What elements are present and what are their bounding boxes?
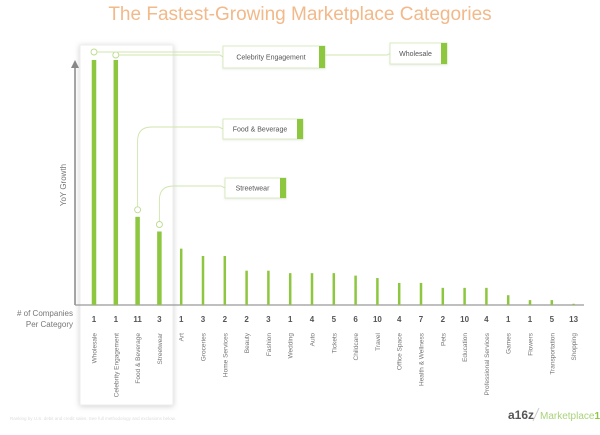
y-axis-label: YoY Growth [59, 164, 68, 206]
category-label: Pets [440, 332, 447, 346]
callout-connector [118, 54, 224, 58]
bar-travel [376, 278, 379, 305]
bar-health-wellness [419, 282, 423, 305]
company-count: 7 [419, 315, 424, 324]
callout-tab [319, 46, 325, 68]
company-count: 2 [223, 315, 228, 324]
company-count: 1 [92, 315, 97, 324]
company-count: 1 [288, 315, 293, 324]
callout-tab [280, 178, 286, 198]
callout-label: Celebrity Engagement [236, 55, 305, 62]
company-count: 3 [201, 315, 206, 324]
callout-marker-icon [90, 48, 98, 56]
category-label: Home Services [222, 332, 229, 377]
company-count: 11 [133, 315, 142, 324]
bar-professional-services [485, 287, 488, 305]
category-label: Food & Beverage [135, 333, 142, 384]
company-count: 4 [484, 315, 489, 324]
category-label: Beauty [244, 332, 251, 353]
bar-food-beverage [135, 216, 140, 305]
company-count: 1 [114, 315, 119, 324]
category-label: Wholesale [92, 333, 99, 364]
bar-beauty [245, 270, 248, 305]
bar-wholesale [91, 60, 97, 305]
category-label: Auto [310, 333, 317, 347]
bar-games [506, 295, 510, 305]
bar-celebrity-engagement [113, 60, 119, 305]
chart-title: The Fastest-Growing Marketplace Categori… [108, 4, 491, 25]
company-count: 6 [353, 315, 358, 324]
logo-product: Marketplace100 [540, 411, 600, 422]
bar-auto [310, 273, 314, 305]
bar-home-services [223, 256, 227, 305]
company-count: 1 [179, 315, 184, 324]
bar-wedding [288, 273, 292, 305]
count-label-1: # of Companies [17, 309, 73, 318]
company-count: 10 [460, 315, 469, 324]
category-label: Professional Services [484, 332, 491, 395]
company-count: 2 [244, 315, 249, 324]
callout-label: Wholesale [399, 51, 432, 58]
company-count: 4 [397, 315, 402, 324]
logo-divider [532, 407, 540, 422]
category-label: Streetwear [157, 332, 164, 364]
logo-brand: a16z [508, 408, 534, 422]
category-label: Shopping [571, 333, 578, 361]
bar-childcare [354, 275, 357, 305]
footnote: Ranking by U.S. debit and credit sales. … [10, 416, 176, 421]
category-label: Office Space [397, 333, 404, 370]
company-count: 3 [266, 315, 271, 324]
callout-marker-icon [134, 206, 142, 214]
company-count: 5 [550, 315, 555, 324]
company-count: 1 [506, 315, 511, 324]
category-label: Tickets [331, 332, 338, 353]
company-count: 4 [310, 315, 315, 324]
company-count: 1 [528, 315, 533, 324]
company-count: 13 [569, 315, 578, 324]
callout-marker-icon [155, 221, 163, 228]
callout-tab [297, 119, 303, 139]
callout-tab [441, 43, 447, 64]
category-label: Art [179, 333, 186, 342]
callout-connector [158, 185, 226, 222]
category-label: Health & Wellness [419, 332, 426, 386]
count-label-2: Per Category [26, 320, 73, 329]
bar-art [179, 248, 183, 305]
bar-groceries [201, 256, 205, 305]
category-label: Games [506, 332, 513, 354]
company-count: 3 [157, 315, 162, 324]
callout-connector [137, 126, 224, 207]
bar-office-space [397, 282, 401, 305]
category-label: Groceries [201, 332, 208, 361]
callout-label: Streetwear [236, 186, 271, 193]
category-label: Travel [375, 332, 382, 350]
category-label: Flowers [528, 332, 535, 356]
category-label: Transportation [549, 333, 556, 375]
bar-pets [441, 287, 445, 305]
category-label: Childcare [353, 333, 360, 361]
y-axis-arrow-icon [71, 60, 79, 68]
company-count: 2 [441, 315, 446, 324]
bar-flowers [528, 300, 532, 305]
bar-fashion [267, 270, 270, 305]
bar-tickets [332, 273, 336, 305]
company-count: 10 [373, 315, 382, 324]
category-label: Education [462, 333, 469, 362]
category-label: Celebrity Engagement [113, 333, 120, 398]
bar-streetwear [157, 231, 162, 305]
bar-transportation [550, 300, 554, 305]
category-label: Wedding [288, 333, 295, 359]
category-label: Fashion [266, 333, 273, 357]
bar-shopping [572, 303, 575, 305]
callout-connector [97, 51, 391, 56]
company-count: 5 [332, 315, 337, 324]
callout-marker-icon [112, 51, 120, 59]
bar-education [463, 287, 466, 305]
callout-label: Food & Beverage [233, 127, 288, 134]
